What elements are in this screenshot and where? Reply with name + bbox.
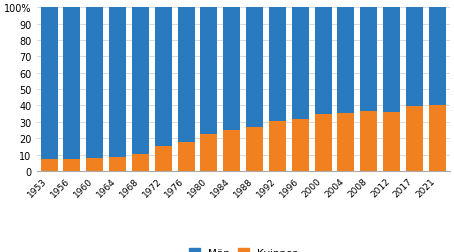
Bar bbox=[86, 8, 104, 158]
Bar bbox=[109, 8, 126, 157]
Bar bbox=[429, 8, 446, 105]
Legend: Män, Kvinnor: Män, Kvinnor bbox=[186, 245, 300, 252]
Bar bbox=[40, 159, 58, 171]
Bar bbox=[223, 131, 240, 171]
Bar bbox=[292, 120, 309, 171]
Bar bbox=[429, 105, 446, 171]
Bar bbox=[315, 8, 332, 114]
Bar bbox=[200, 135, 217, 171]
Bar bbox=[64, 8, 80, 159]
Bar bbox=[64, 159, 80, 171]
Bar bbox=[406, 107, 423, 171]
Bar bbox=[383, 113, 400, 171]
Bar bbox=[383, 8, 400, 113]
Bar bbox=[178, 142, 195, 171]
Bar bbox=[109, 158, 126, 171]
Bar bbox=[269, 8, 286, 121]
Bar bbox=[40, 8, 58, 159]
Bar bbox=[406, 8, 423, 107]
Bar bbox=[86, 158, 104, 171]
Bar bbox=[246, 8, 263, 127]
Bar bbox=[155, 147, 172, 171]
Bar bbox=[200, 8, 217, 135]
Bar bbox=[292, 8, 309, 120]
Bar bbox=[360, 8, 377, 112]
Bar bbox=[155, 8, 172, 147]
Bar bbox=[360, 112, 377, 171]
Bar bbox=[178, 8, 195, 142]
Bar bbox=[132, 8, 149, 154]
Bar bbox=[315, 114, 332, 171]
Bar bbox=[246, 127, 263, 171]
Bar bbox=[132, 154, 149, 171]
Bar bbox=[337, 113, 355, 171]
Bar bbox=[223, 8, 240, 131]
Bar bbox=[269, 121, 286, 171]
Bar bbox=[337, 8, 355, 113]
